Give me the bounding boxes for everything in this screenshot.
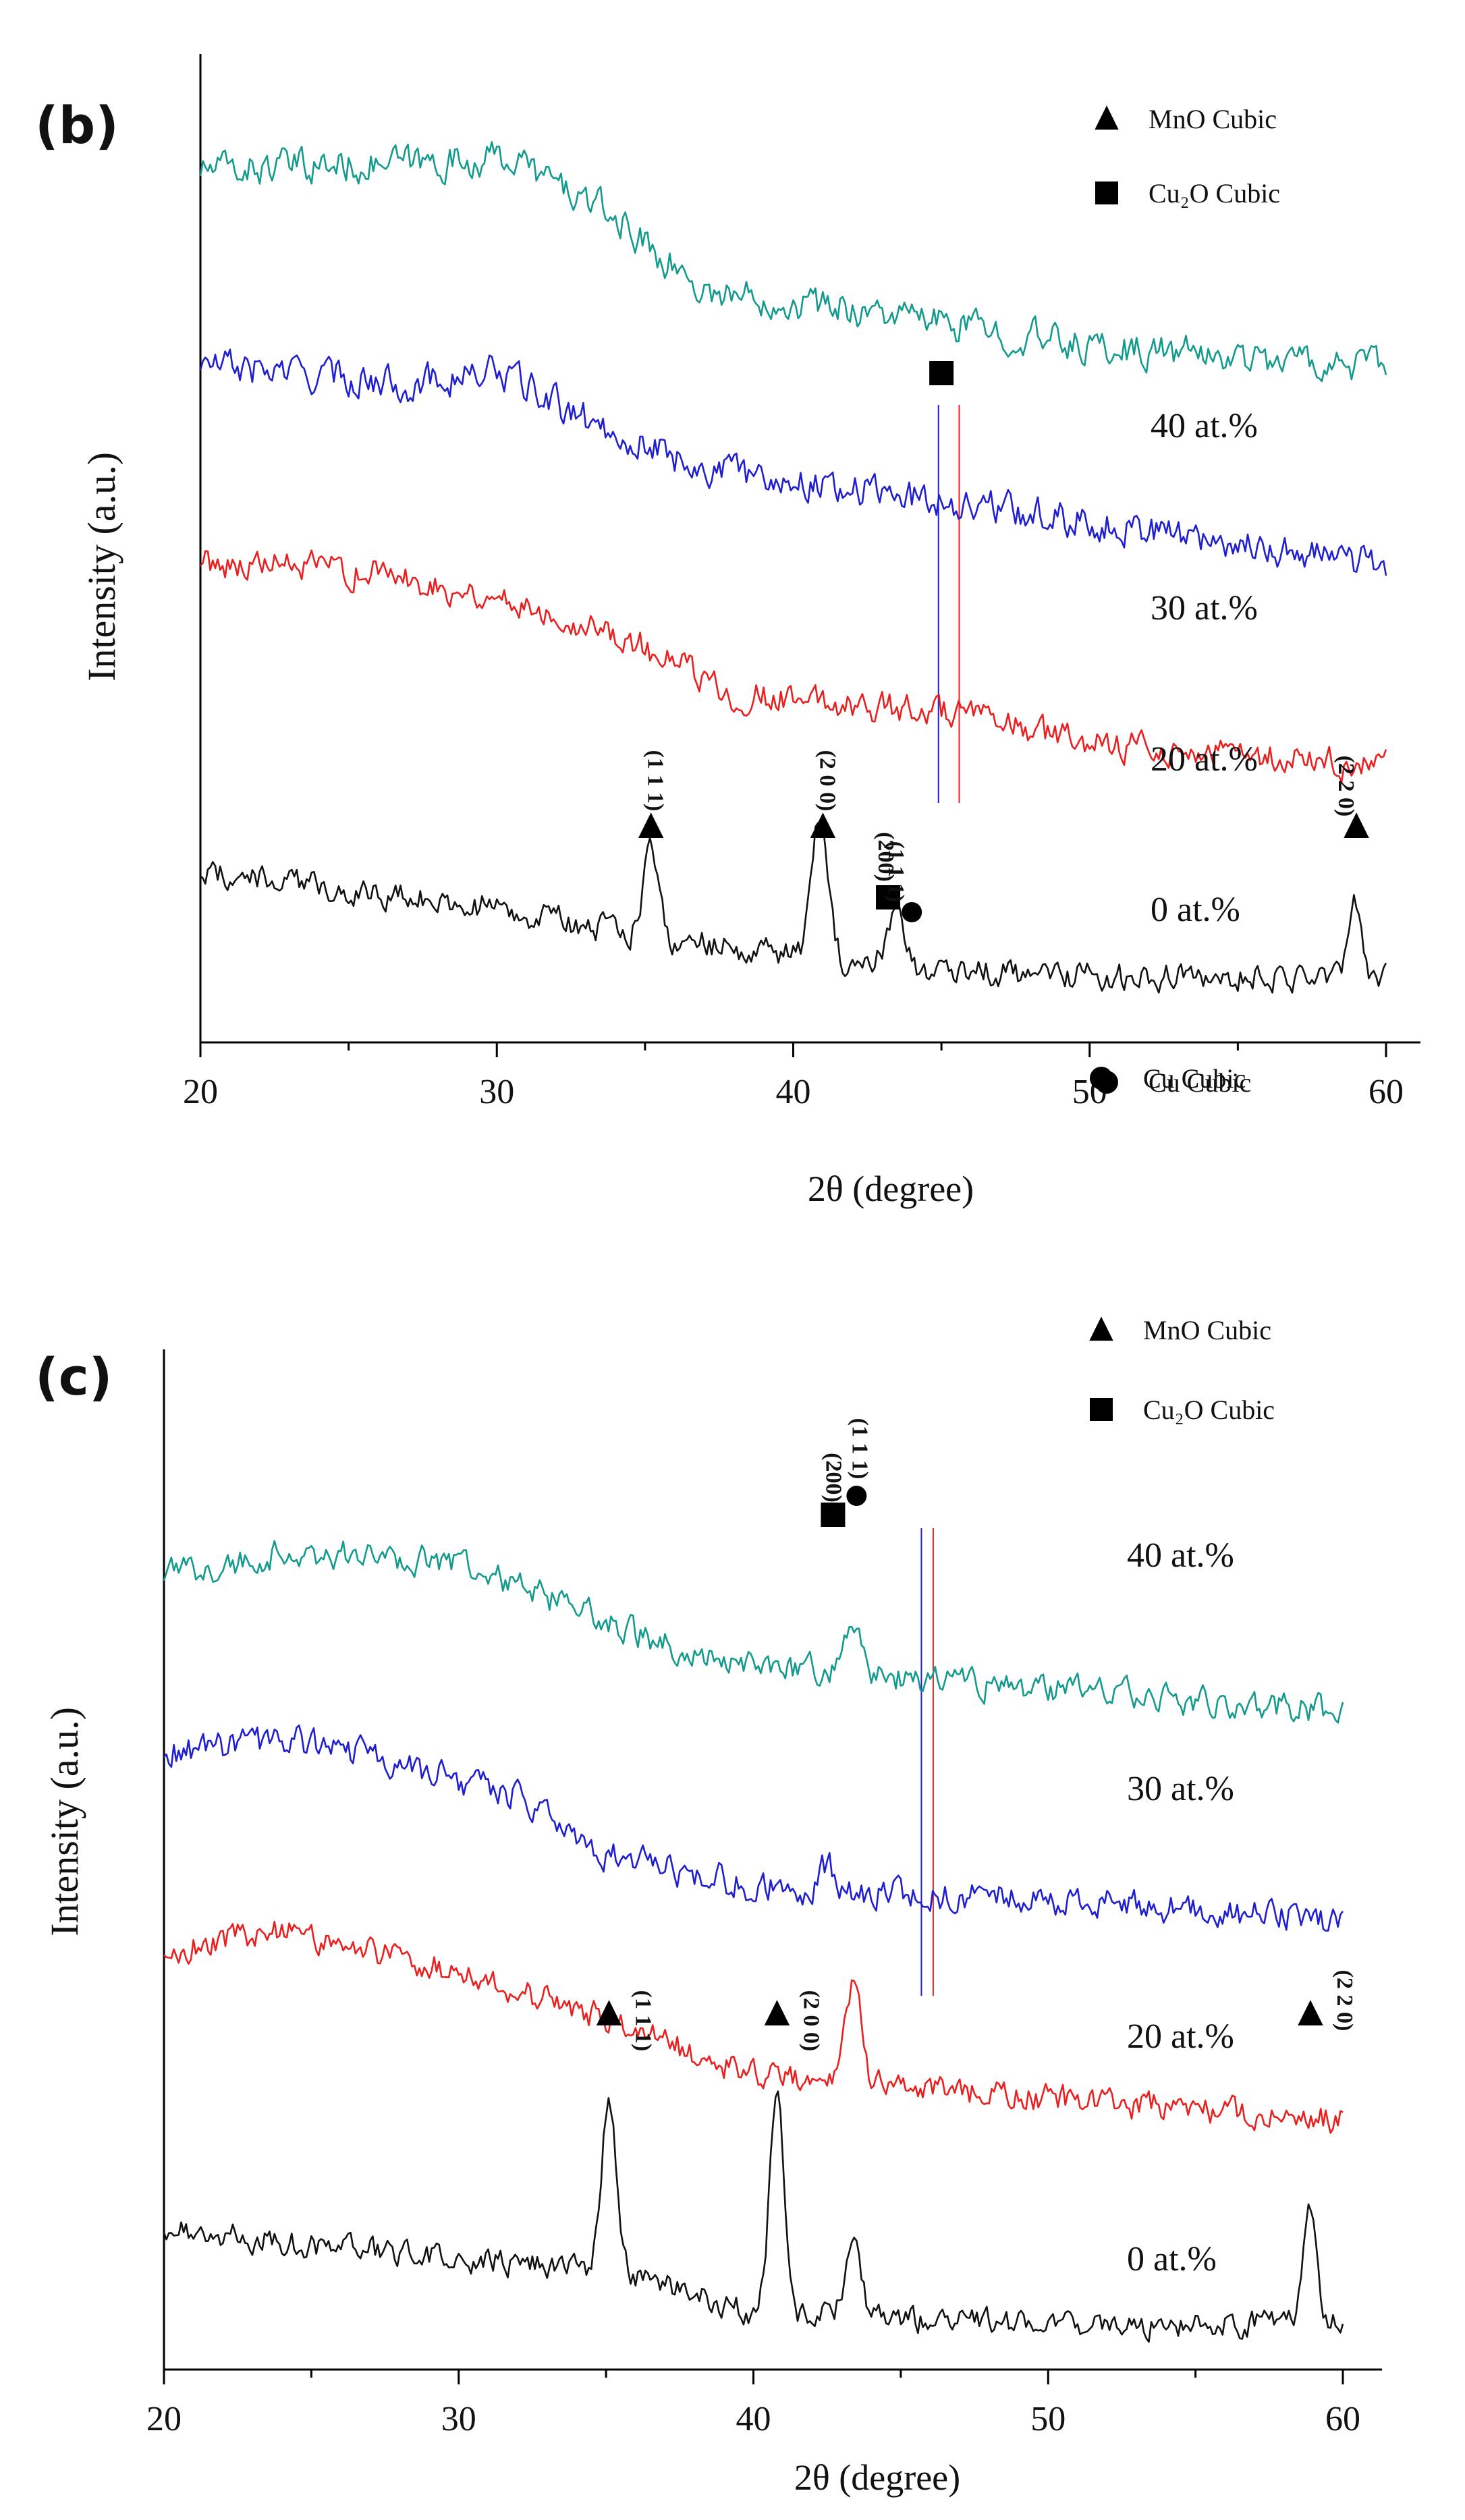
x-tick-label: 20 [183, 1073, 218, 1111]
circle-peak-marker [902, 902, 922, 922]
triangle-peak-marker [596, 2000, 622, 2026]
triangle-peak-marker [1344, 812, 1369, 839]
square-peak-marker [876, 885, 901, 909]
x-tick-label: 40 [736, 2400, 771, 2438]
series-line-30-at [199, 348, 1387, 576]
y-axis-label: Intensity (a.u.) [80, 452, 123, 681]
series-label: 0 at.% [1151, 891, 1240, 929]
x-tick-label: 30 [441, 2400, 476, 2438]
hkl-label: (200) [821, 1453, 846, 1503]
hkl-label: (1 1 1) [643, 750, 668, 812]
legend-label: Cu Cubic [1143, 1063, 1246, 1094]
series-label: 40 at.% [1127, 1536, 1234, 1575]
hkl-label: (2 0 0) [798, 1990, 823, 2052]
series-label: 30 at.% [1127, 1770, 1234, 1808]
square-peak-marker [929, 361, 954, 385]
series-label: 40 at.% [1151, 407, 1258, 445]
legend-label: Cu₂O Cubic [1149, 178, 1280, 208]
x-tick-label: 40 [776, 1073, 811, 1111]
triangle-peak-marker [764, 2000, 790, 2026]
hkl-label: (2 2 0) [1332, 1970, 1357, 2032]
hkl-label: (1 1 1) [847, 1418, 872, 1480]
series-line-20-at [163, 1920, 1344, 2134]
series-line-0-at [163, 2090, 1344, 2343]
square-peak-marker [821, 1503, 846, 1527]
series-line-40-at [199, 141, 1387, 383]
legend-label: Cu Cubic [1149, 1067, 1251, 1098]
triangle-legend-icon [1089, 1316, 1113, 1341]
circle-peak-marker [846, 1486, 867, 1506]
series-line-20-at [200, 549, 1387, 783]
triangle-peak-marker [638, 812, 664, 839]
series-label: 30 at.% [1151, 589, 1258, 627]
triangle-legend-icon [1095, 105, 1119, 130]
hkl-label: (1 1 1) [630, 1990, 655, 2052]
square-legend-icon [1090, 1398, 1113, 1421]
hkl-label: (2 0 0) [814, 750, 839, 812]
x-tick-label: 20 [146, 2400, 182, 2438]
panel-label: (b) [35, 95, 119, 155]
triangle-peak-marker [1298, 2000, 1323, 2026]
x-tick-label: 50 [1030, 2400, 1066, 2438]
chart-panel-1: 20 30 40 50 60 2θ (degree) Intensity (a.u.) (c)… [35, 1063, 1382, 2498]
legend-label: Cu₂O Cubic [1143, 1395, 1275, 1425]
legend-label: MnO Cubic [1149, 104, 1277, 134]
panel-label: (c) [35, 1347, 113, 1407]
square-legend-icon [1095, 181, 1118, 204]
x-tick-label: 30 [479, 1073, 514, 1111]
circle-legend-icon [1090, 1067, 1113, 1090]
y-axis-label: Intensity (a.u.) [43, 1707, 86, 1936]
x-axis-label: 2θ (degree) [794, 2457, 960, 2498]
x-tick-label: 60 [1369, 1073, 1404, 1111]
x-tick-label: 60 [1325, 2400, 1360, 2438]
series-line-0-at [200, 822, 1387, 994]
hkl-label: (200) [873, 832, 898, 882]
series-label: 20 at.% [1127, 2017, 1234, 2056]
series-label: 20 at.% [1151, 740, 1258, 779]
series-label: 0 at.% [1127, 2240, 1217, 2278]
triangle-peak-marker [810, 812, 836, 839]
series-line-30-at [163, 1725, 1344, 1932]
series-line-40-at [163, 1540, 1344, 1724]
hkl-label: (2 2 0) [1333, 756, 1358, 817]
x-axis-label: 2θ (degree) [808, 1169, 974, 1209]
legend-label: MnO Cubic [1143, 1315, 1271, 1345]
hkl-label: (1 1 1) [883, 841, 908, 903]
